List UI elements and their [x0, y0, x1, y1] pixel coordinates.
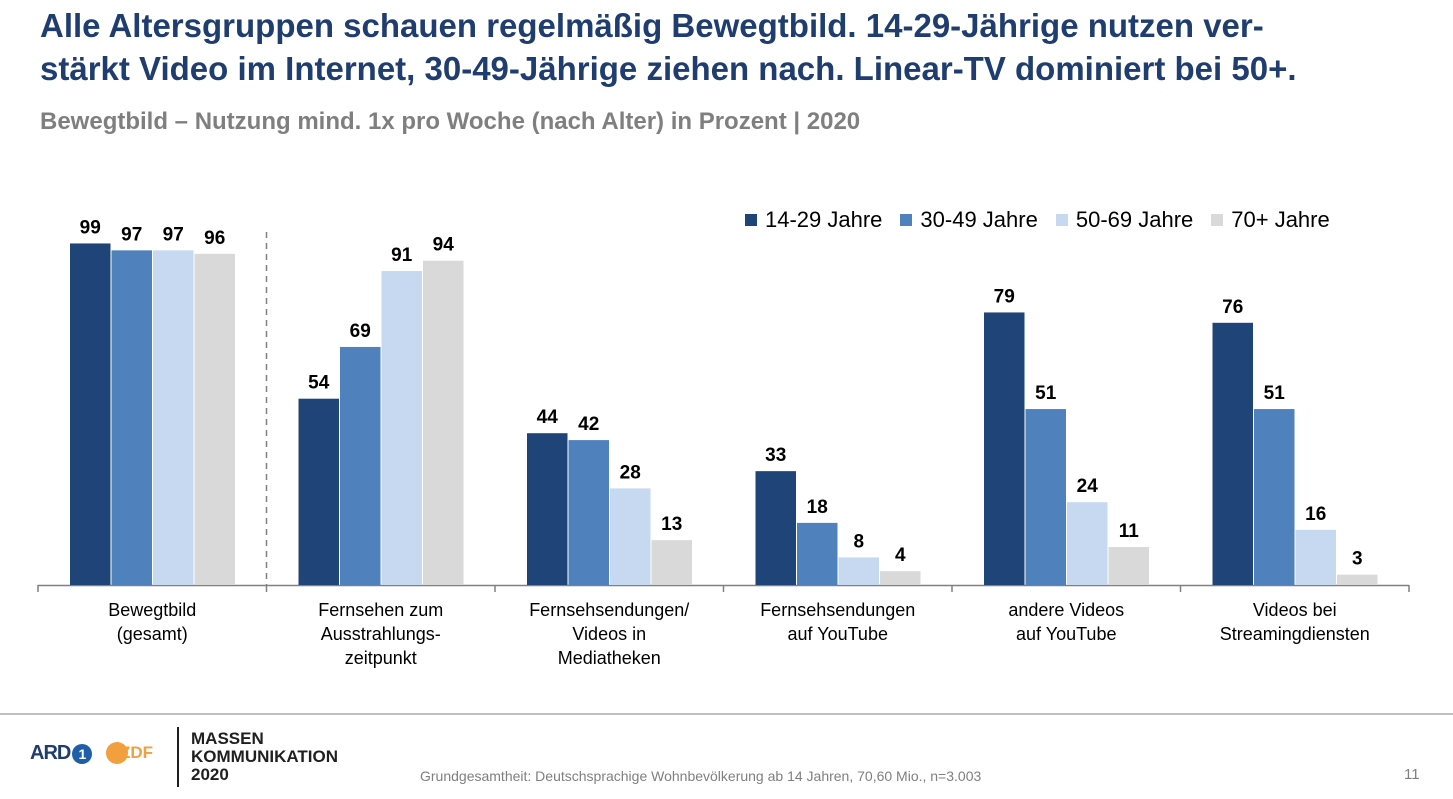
legend-swatch [1055, 214, 1068, 226]
category-label: Streamingdiensten [1220, 624, 1370, 644]
bar [527, 433, 568, 585]
data-label: 97 [163, 224, 184, 245]
bar-chart: 99 97 97 96 Bewegtbild (gesamt) 54 69 91 94 Fernse… [37, 217, 1410, 668]
data-label: 44 [537, 407, 559, 428]
data-label: 18 [807, 497, 828, 518]
brand-line-1: MASSEN [191, 729, 264, 748]
bar [153, 250, 194, 585]
chart-legend: 14-29 Jahre 30-49 Jahre 50-69 Jahre 70+ … [745, 207, 1330, 233]
ard-logo: ARD 1 [30, 742, 93, 765]
zdf-circle-icon [106, 742, 128, 764]
legend-item-50-69: 50-69 Jahre [1055, 207, 1194, 233]
data-label: 16 [1305, 504, 1326, 525]
bar [1254, 409, 1295, 585]
headline-line-1: Alle Altersgruppen schauen regelmäßig Be… [40, 7, 1264, 44]
data-label: 79 [994, 286, 1015, 307]
data-label: 3 [1352, 549, 1363, 570]
category-label: Mediatheken [558, 648, 661, 668]
data-label: 4 [895, 545, 906, 566]
zdf-logo-text: ZDF [120, 743, 154, 762]
legend-item-70-plus: 70+ Jahre [1211, 207, 1330, 233]
bar [381, 271, 422, 585]
data-label: 11 [1119, 521, 1140, 542]
bar [111, 250, 152, 585]
bar [568, 440, 609, 585]
headline-line-2: stärkt Video im Internet, 30-49-Jährige … [40, 50, 1297, 87]
category-label: Videos bei [1253, 600, 1337, 620]
data-label: 96 [204, 228, 225, 249]
legend-swatch [900, 214, 913, 226]
bar [880, 571, 921, 585]
data-label: 51 [1035, 383, 1057, 404]
bar [1212, 322, 1253, 585]
bar [610, 488, 651, 585]
category-label: Videos in [572, 624, 646, 644]
category-label: Fernsehsendungen [760, 600, 915, 620]
data-label: 24 [1077, 476, 1099, 497]
data-label: 8 [853, 531, 864, 552]
headline: Alle Altersgruppen schauen regelmäßig Be… [40, 4, 1440, 90]
bar [1025, 409, 1066, 585]
data-label: 33 [765, 445, 786, 466]
data-label: 54 [308, 373, 330, 394]
legend-label: 14-29 Jahre [765, 207, 883, 232]
brand-line-2: KOMMUNIKATION [191, 747, 338, 766]
bar [298, 398, 339, 585]
bar [1337, 574, 1378, 585]
massenkommunikation-logo: MASSEN KOMMUNIKATION 2020 [191, 730, 338, 784]
legend-swatch [1211, 214, 1224, 226]
bar [755, 471, 796, 585]
bar [194, 253, 235, 586]
category-label: Bewegtbild [108, 600, 196, 620]
brand-line-3: 2020 [191, 765, 229, 784]
legend-label: 70+ Jahre [1231, 207, 1330, 232]
category-label: auf YouTube [788, 624, 888, 644]
data-label: 94 [433, 235, 455, 256]
bar [651, 540, 692, 585]
data-label: 91 [391, 245, 413, 266]
brand-divider [177, 727, 179, 787]
category-label: zeitpunkt [345, 648, 417, 668]
bar [797, 522, 838, 585]
data-label: 97 [121, 224, 142, 245]
zdf-logo: ZDF [106, 742, 153, 764]
bar [70, 243, 111, 585]
category-label: andere Videos [1008, 600, 1124, 620]
bar [340, 346, 381, 585]
data-label: 76 [1222, 297, 1243, 318]
legend-item-14-29: 14-29 Jahre [745, 207, 882, 233]
ard-one-icon: 1 [72, 743, 93, 764]
ard-logo-text: ARD [30, 742, 71, 764]
bar [1067, 502, 1108, 585]
bar [423, 260, 464, 585]
data-label: 42 [578, 414, 599, 435]
bar [984, 312, 1025, 585]
category-label: auf YouTube [1016, 624, 1116, 644]
data-label: 13 [661, 514, 682, 535]
bar [1295, 529, 1336, 585]
legend-swatch [745, 214, 757, 226]
chart-title: Bewegtbild – Nutzung mind. 1x pro Woche … [40, 108, 861, 135]
data-label: 69 [350, 321, 371, 342]
footer-divider [0, 713, 1453, 715]
category-label: Fernsehsendungen/ [529, 600, 689, 620]
data-label: 28 [620, 462, 641, 483]
legend-label: 50-69 Jahre [1075, 207, 1194, 232]
legend-label: 30-49 Jahre [920, 207, 1038, 232]
data-label: 99 [80, 217, 101, 238]
source-note: Grundgesamtheit: Deutschsprachige Wohnbe… [420, 768, 982, 784]
category-label: Fernsehen zum [318, 600, 443, 620]
bar [838, 557, 879, 585]
category-label: Ausstrahlungs- [321, 624, 441, 644]
legend-item-30-49: 30-49 Jahre [900, 207, 1038, 233]
page-number: 11 [1404, 766, 1420, 783]
bar [1108, 547, 1149, 585]
category-label: (gesamt) [117, 624, 188, 644]
data-label: 51 [1264, 383, 1286, 404]
